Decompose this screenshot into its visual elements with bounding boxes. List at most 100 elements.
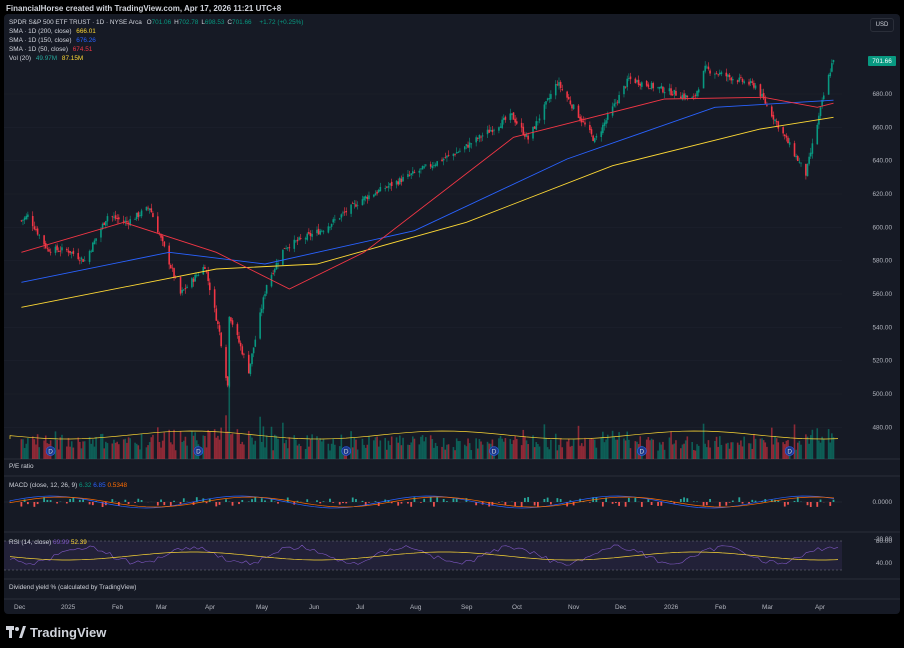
candle-body <box>277 263 279 265</box>
candle-body <box>454 154 456 156</box>
macd-histogram-bar <box>374 501 377 502</box>
symbol-legend[interactable]: SPDR S&P 500 ETF TRUST · 1D · NYSE Arca … <box>9 19 306 27</box>
candle-body <box>247 354 250 374</box>
candle-body <box>749 80 752 84</box>
volume-bar <box>238 433 240 459</box>
macd-legend[interactable]: MACD (close, 12, 26, 9) 6.32 6.85 0.5348 <box>9 482 127 489</box>
macd-histogram-bar <box>748 502 750 504</box>
volume-bar <box>532 435 534 459</box>
dividend-marker-icon <box>45 446 56 456</box>
sma200-label[interactable]: SMA · 1D (200, close) <box>9 28 72 35</box>
candle-body <box>649 88 651 90</box>
volume-legend[interactable]: Vol (20) 49.97M 87.15M <box>9 55 86 63</box>
macd-histogram-bar <box>49 500 52 502</box>
volume-bar <box>680 448 682 459</box>
volume-bar <box>634 441 637 459</box>
candle-body <box>397 181 399 185</box>
volume-bar <box>811 429 814 459</box>
candle-body <box>342 212 344 214</box>
macd-histogram-bar <box>504 502 507 506</box>
volume-bar <box>158 442 161 459</box>
volume-bar <box>288 437 291 459</box>
volume-bar <box>717 446 719 459</box>
candle-body <box>139 215 141 216</box>
volume-bar <box>364 447 367 459</box>
sma150-legend[interactable]: SMA · 1D (150, close) 676.26 <box>9 37 99 45</box>
candle-body <box>577 105 580 118</box>
macd-label[interactable]: MACD (close, 12, 26, 9) <box>9 482 78 489</box>
chart-canvas[interactable]: 680.00 660.00 640.00 620.00 600.00 580.00 560.… <box>4 14 900 614</box>
volume-bar <box>706 447 708 459</box>
candle-body <box>706 66 708 68</box>
macd-histogram-bar <box>624 502 627 507</box>
macd-histogram-bar <box>709 498 711 502</box>
candle-body <box>399 178 401 185</box>
volume-bar <box>186 445 188 459</box>
time-axis-label: Mar <box>156 604 168 611</box>
candle-body <box>741 78 744 82</box>
macd-histogram-bar <box>640 502 643 507</box>
candle-body <box>350 204 352 214</box>
pe-ratio-label[interactable]: P/E ratio <box>9 463 34 470</box>
volume-bar <box>140 433 143 459</box>
volume-bar <box>556 450 559 459</box>
candle-body <box>738 77 741 82</box>
macd-histogram-bar <box>572 502 575 506</box>
candle-body <box>525 134 528 137</box>
candle-body <box>67 250 70 253</box>
ohlc-key-c: C <box>227 19 233 26</box>
volume-bar <box>72 447 75 459</box>
candle-body <box>602 124 604 134</box>
rsi-legend[interactable]: RSI (14, close) 69.99 52.39 <box>9 539 87 546</box>
candle-body <box>226 376 229 386</box>
rsi-tick-label: 80.00 <box>876 538 892 545</box>
macd-signal-line <box>9 496 835 508</box>
candle-body <box>173 268 175 278</box>
candle-body <box>402 177 404 182</box>
volume-bar <box>376 436 378 459</box>
ohlc-value-h: 702.78 <box>178 19 199 26</box>
candle-body <box>764 98 767 104</box>
sma150-line <box>21 99 834 283</box>
rsi-label[interactable]: RSI (14, close) <box>9 539 52 546</box>
candle-body <box>364 196 367 199</box>
macd-value-2: 6.85 <box>93 482 106 489</box>
price-change: +1.72 (+0.25%) <box>259 19 304 26</box>
volume-bar <box>457 441 460 459</box>
macd-histogram-bar <box>390 502 393 504</box>
candle-body <box>49 251 52 253</box>
sma200-legend[interactable]: SMA · 1D (200, close) 666.01 <box>9 28 99 36</box>
volume-bar <box>567 438 570 459</box>
volume-bar <box>796 442 799 459</box>
volume-bar <box>704 443 706 459</box>
symbol-name[interactable]: SPDR S&P 500 ETF TRUST · 1D · NYSE Arca <box>9 19 142 26</box>
candle-body <box>249 363 252 375</box>
time-axis-label: Dec <box>14 604 26 611</box>
sma50-label[interactable]: SMA · 1D (50, close) <box>9 46 68 53</box>
candle-body <box>535 121 538 130</box>
volume-bar <box>694 450 697 459</box>
sma150-label[interactable]: SMA · 1D (150, close) <box>9 37 72 44</box>
macd-histogram-bar <box>702 502 705 506</box>
chart-panel[interactable]: 680.00 660.00 640.00 620.00 600.00 580.00 560.… <box>4 14 900 614</box>
macd-histogram-bar <box>46 499 49 502</box>
candle-body <box>455 152 458 154</box>
dividend-yield-label[interactable]: Dividend yield % (calculated by TradingV… <box>9 584 137 591</box>
candle-body <box>345 210 348 213</box>
sma50-legend[interactable]: SMA · 1D (50, close) 674.51 <box>9 46 95 54</box>
candle-body <box>319 230 322 235</box>
volume-bar <box>366 444 369 459</box>
candle-body <box>522 126 525 135</box>
candle-body <box>425 164 427 166</box>
volume-bar <box>83 441 86 459</box>
volume-bar <box>468 443 471 459</box>
candle-body <box>787 137 789 144</box>
macd-histogram-bar <box>536 502 539 507</box>
currency-button[interactable]: USD <box>870 18 894 32</box>
candle-body <box>356 205 359 207</box>
volume-label[interactable]: Vol (20) <box>9 55 32 62</box>
volume-bar <box>668 437 671 459</box>
macd-histogram-bar <box>442 498 445 502</box>
volume-bar <box>425 437 427 459</box>
time-axis-label: 2026 <box>664 604 679 611</box>
